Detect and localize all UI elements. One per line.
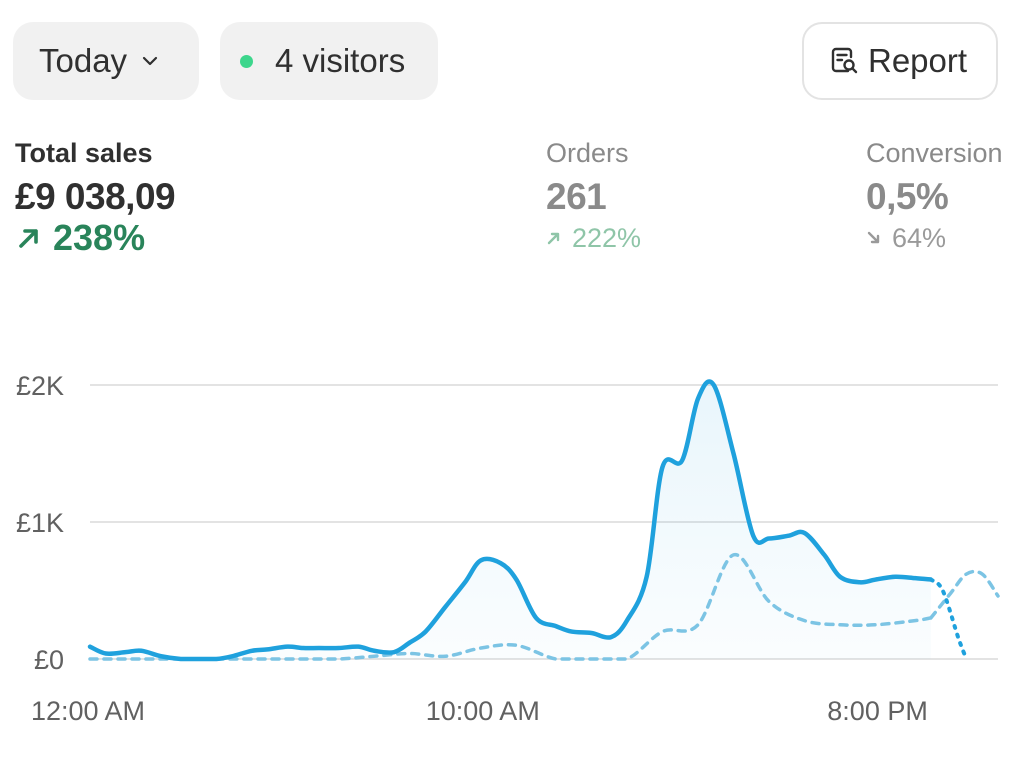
- metric-value: 261: [546, 176, 607, 217]
- y-tick-label: £2K: [16, 371, 64, 401]
- x-tick-label: 12:00 AM: [31, 696, 145, 726]
- metric-change-value: 238%: [53, 217, 146, 258]
- report-button[interactable]: Report: [802, 22, 998, 100]
- date-range-button[interactable]: Today: [13, 22, 199, 100]
- metric-label: Total sales: [15, 138, 153, 168]
- metric-change: 238%: [15, 220, 175, 256]
- metric-value: 0,5%: [866, 176, 949, 217]
- sales-over-time-chart: £0 £1K £2K 12:00 AM 10:00 AM 8:00 PM: [16, 371, 1000, 726]
- metric-change-value: 222%: [572, 223, 642, 253]
- sales-area: [90, 381, 931, 659]
- metric-label: Orders: [546, 138, 629, 168]
- comparison-line-ahead: [929, 569, 1000, 620]
- arrow-down-right-icon: [867, 231, 880, 244]
- metric-change: 64%: [866, 220, 1003, 256]
- metric-value: £9 038,09: [15, 176, 176, 217]
- metric-conversion[interactable]: Conversion 0,5% 64%: [866, 136, 1003, 256]
- sales-projection-line: [928, 577, 969, 661]
- comparison-line: [88, 553, 933, 661]
- x-tick-label: 10:00 AM: [426, 696, 540, 726]
- report-label: Report: [868, 42, 968, 79]
- chevron-down-icon: [142, 56, 158, 66]
- metric-orders[interactable]: Orders 261 222%: [546, 136, 641, 256]
- sales-line: [87, 379, 934, 662]
- y-tick-label: £1K: [16, 508, 64, 538]
- y-tick-label: £0: [34, 645, 64, 675]
- x-tick-label: 8:00 PM: [827, 696, 928, 726]
- date-range-label: Today: [39, 42, 128, 79]
- metric-total-sales[interactable]: Total sales £9 038,09 238%: [15, 136, 176, 256]
- metric-change: 222%: [546, 220, 641, 256]
- report-search-icon: [831, 47, 858, 74]
- live-dot-icon: [240, 54, 253, 68]
- metric-change-value: 64%: [892, 223, 947, 253]
- live-visitors-button[interactable]: 4 visitors: [220, 22, 438, 100]
- metric-label: Conversion: [866, 138, 1003, 168]
- visitors-label: 4 visitors: [275, 42, 406, 79]
- arrow-up-right-icon: [19, 229, 38, 248]
- arrow-up-right-icon: [547, 232, 560, 245]
